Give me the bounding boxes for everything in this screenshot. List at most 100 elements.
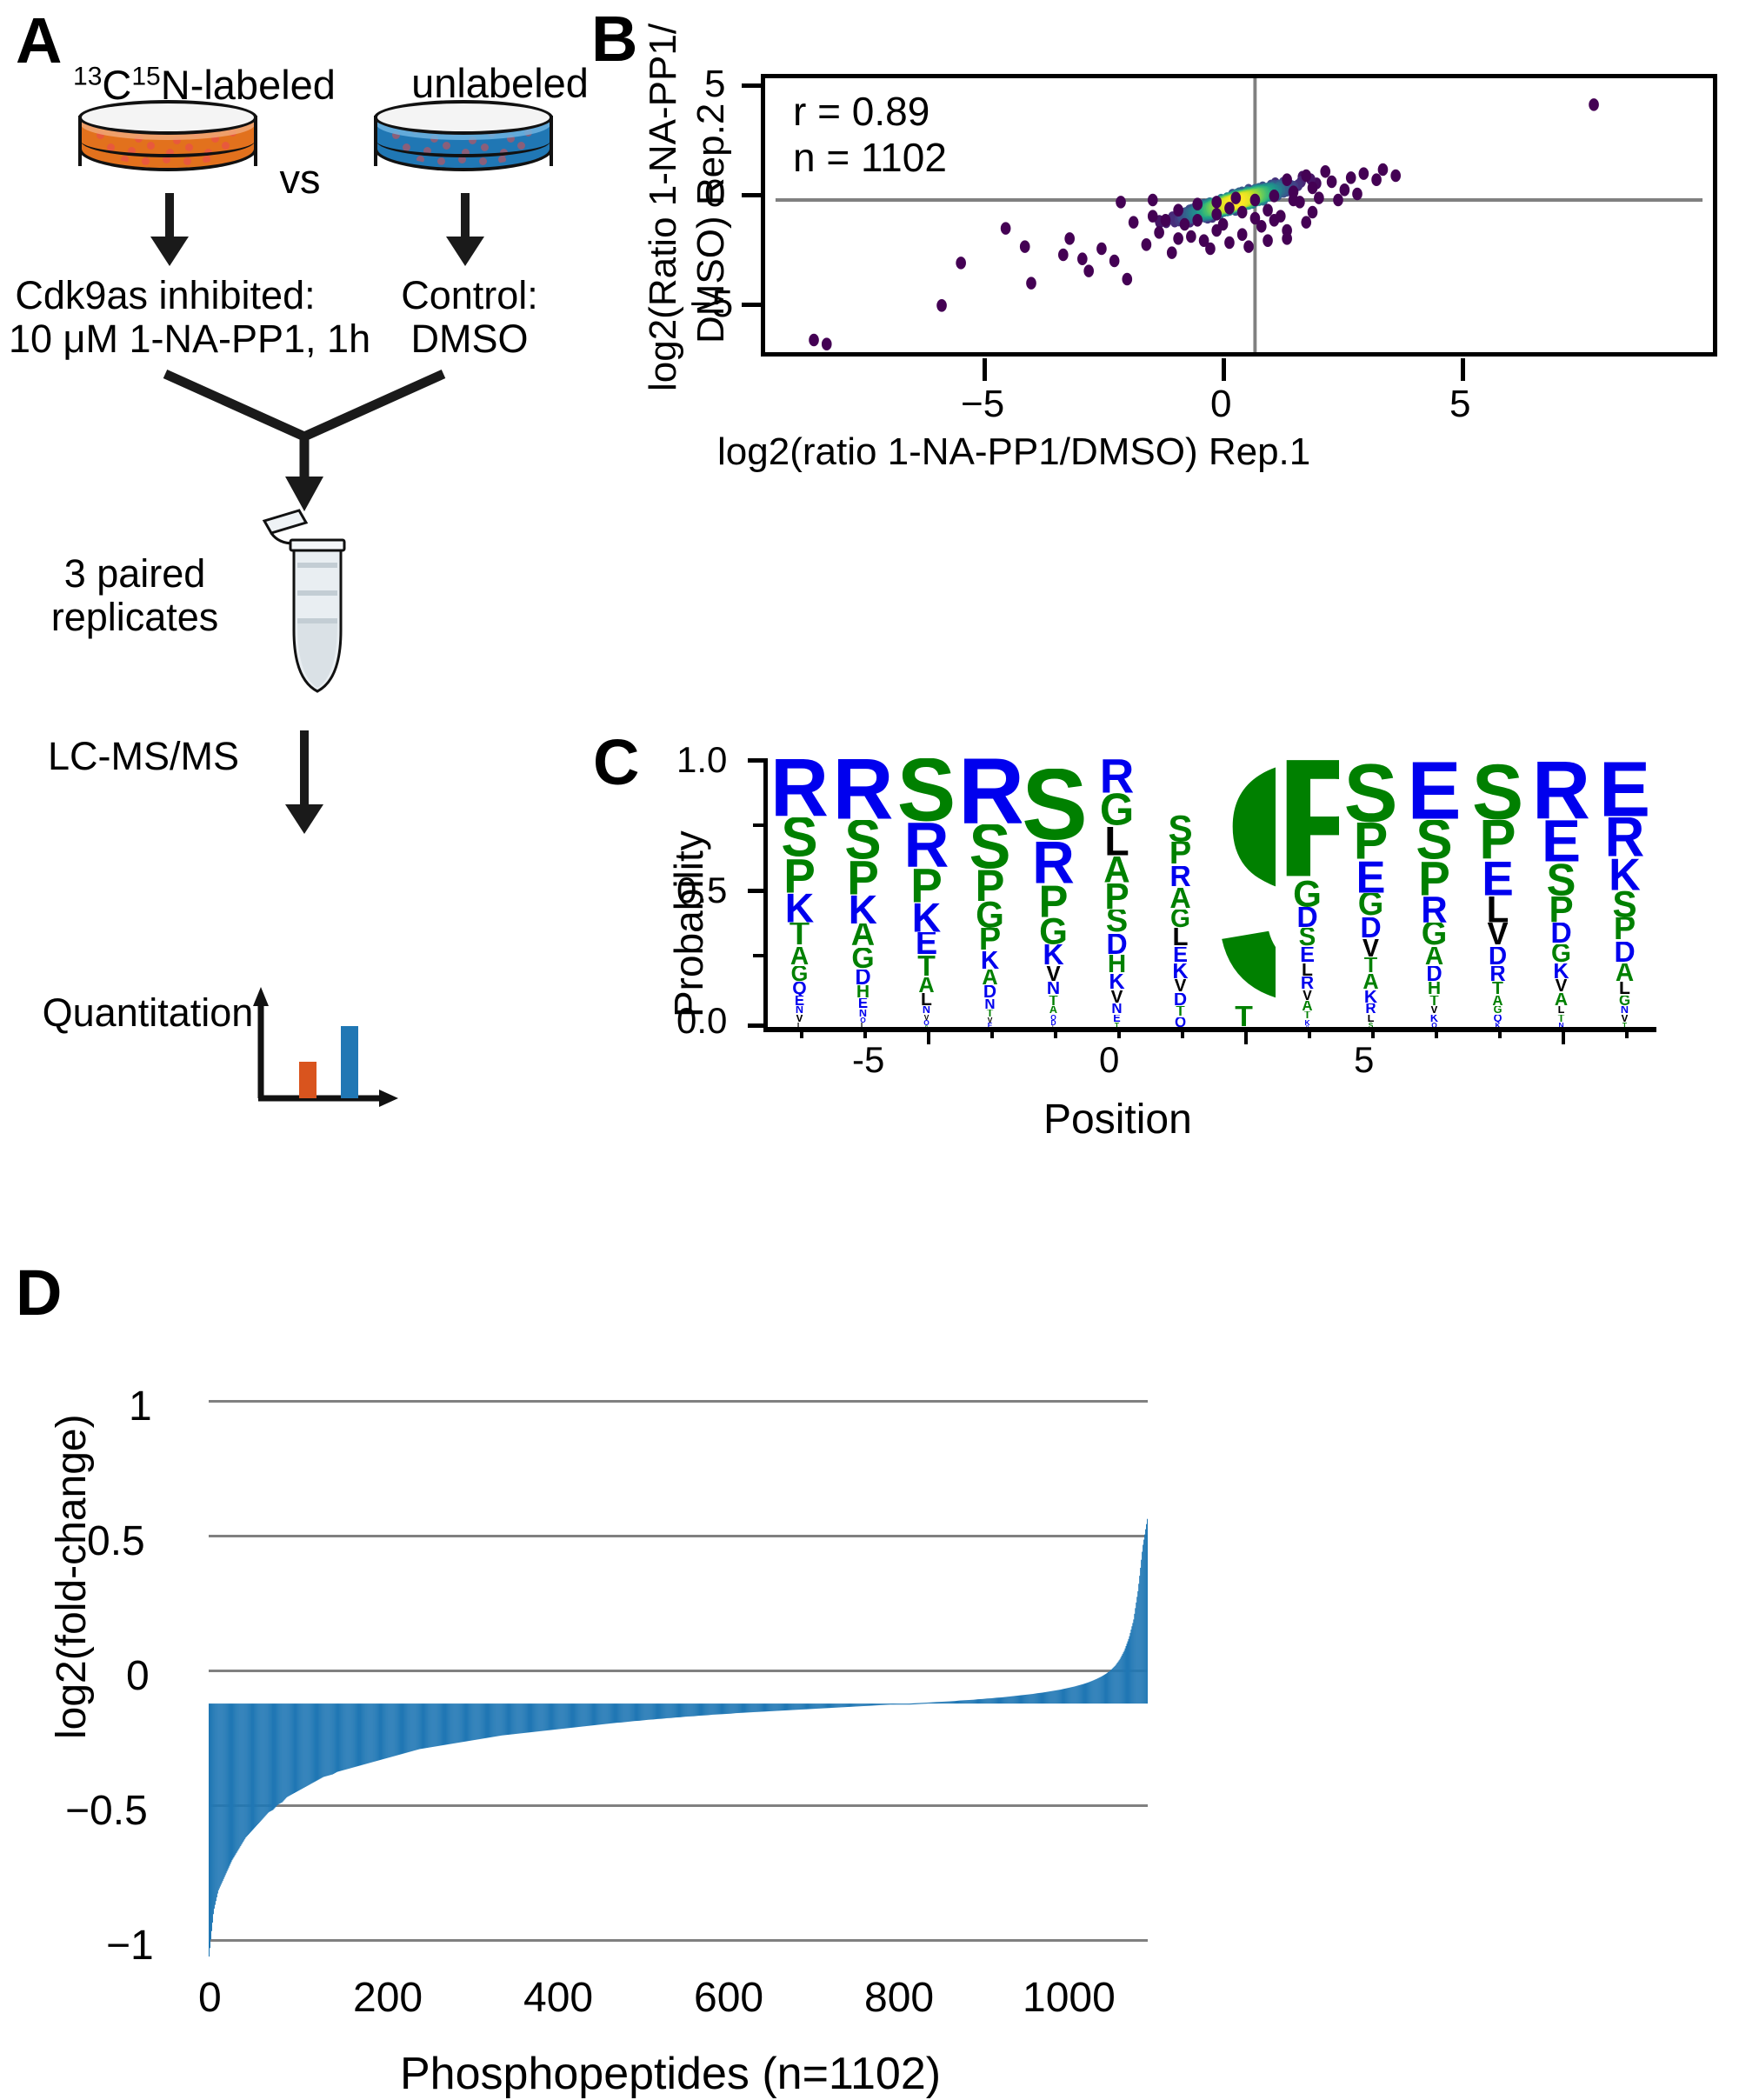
logo-letter: S	[1105, 909, 1129, 934]
replicates-label-line2: replicates	[50, 595, 219, 639]
microcentrifuge-tube-icon	[262, 509, 346, 693]
logo-letter: E	[857, 998, 869, 1010]
merge-y-connector	[163, 369, 446, 511]
logo-letter: R	[958, 758, 1022, 824]
logo-letter: E	[987, 1022, 993, 1028]
logo-letter: L	[1172, 928, 1189, 948]
logo-letter: D	[1173, 992, 1188, 1007]
logo-letter: D	[1426, 965, 1443, 983]
logo-letter: G	[1170, 909, 1190, 929]
logo-stack: SRPGKVNTAQDL	[1022, 758, 1085, 1028]
panel-c-xtick-0: 0	[1099, 1039, 1120, 1080]
logo-letter: S	[896, 758, 956, 823]
panel-d-gridline-05	[209, 1535, 1148, 1537]
logo-letter: G	[1039, 917, 1068, 944]
logo-letter: V	[923, 1014, 929, 1020]
logo-letter: A	[1615, 963, 1635, 983]
logo-letter: L	[860, 1022, 866, 1028]
logo-letter: P	[1276, 758, 1339, 880]
logo-letter: V	[1302, 990, 1313, 1002]
panel-c-ytick-minor-b	[753, 954, 767, 957]
panel-b-xtick-5: 5	[1449, 383, 1471, 425]
logo-stack: ST	[1212, 758, 1276, 1028]
logo-letter: V	[987, 1017, 993, 1023]
logo-letter: T	[1049, 995, 1058, 1007]
logo-letter: L	[1367, 1014, 1375, 1023]
logo-letter: A	[1302, 1001, 1313, 1012]
logo-letter: S	[1612, 890, 1637, 917]
logo-letter: R	[832, 758, 894, 820]
panel-c-ytick-05: 0.5	[676, 870, 728, 910]
treatment-control-line1: Control:	[401, 273, 538, 317]
logo-letter: S	[1368, 1022, 1374, 1028]
panel-b-xlabel: log2(ratio 1-NA-PP1/DMSO) Rep.1	[717, 430, 1311, 473]
panel-b-xtick-mark-0	[1222, 358, 1226, 381]
quantitation-label: Quantitation	[42, 990, 254, 1035]
panel-b-ytick-0: 0	[704, 172, 726, 215]
logo-letter: K	[1609, 857, 1641, 890]
panel-b-plot-area: r = 0.89 n = 1102	[761, 74, 1717, 357]
logo-letter: P	[1613, 917, 1636, 942]
logo-letter: D	[855, 969, 871, 985]
logo-letter: E	[1173, 947, 1188, 963]
logo-letter: P	[910, 867, 943, 903]
logo-letter: K	[1553, 963, 1569, 980]
logo-letter: K	[980, 950, 1000, 970]
logo-letter: R	[1365, 1003, 1376, 1015]
panel-c-ytick-mark-1	[748, 758, 767, 763]
logo-letter: V	[1362, 938, 1380, 958]
logo-stack: PGDSELRVATKQ	[1276, 758, 1339, 1028]
logo-letter: G	[1493, 1006, 1502, 1015]
isotope-c: C	[102, 62, 132, 108]
arrow-down-labeled-shaft	[165, 193, 174, 243]
logo-letter: A	[982, 970, 998, 986]
logo-letter: T	[1363, 957, 1378, 975]
logo-letter: S	[1343, 763, 1398, 823]
culture-dish-labeled	[78, 100, 261, 183]
culture-dish-unlabeled	[374, 100, 556, 183]
logo-letter: V	[1046, 965, 1061, 983]
panel-d-ytick-neg05: −0.5	[65, 1788, 148, 1834]
logo-letter: K	[1304, 1019, 1310, 1025]
logo-letter: T	[1492, 982, 1503, 996]
logo-letter: L	[1486, 896, 1509, 923]
logo-letter: G	[1099, 793, 1135, 826]
panel-b-ytick-5: 5	[704, 63, 726, 105]
logo-letter: D	[1296, 906, 1318, 929]
logo-letter: G	[1421, 923, 1448, 948]
logo-letter: D	[1050, 1019, 1056, 1025]
logo-letter: R	[770, 758, 829, 818]
panel-c-ytick-mark-05	[748, 889, 767, 893]
panel-d-gridline-1	[209, 1400, 1148, 1403]
panel-d-ytick-neg1: −1	[106, 1923, 154, 1969]
logo-letter: Q	[792, 982, 807, 996]
logo-letter: L	[1022, 1025, 1085, 1028]
logo-letter: G	[1551, 943, 1571, 963]
logo-letter: K	[1363, 990, 1378, 1004]
arrow-down-labeled-head	[150, 237, 189, 266]
vs-label: vs	[279, 156, 321, 202]
logo-letter: Q	[1431, 1022, 1437, 1028]
logo-letter: T	[1235, 1006, 1253, 1028]
logo-letter: V	[1486, 923, 1509, 948]
panel-c-xtick-neg5: -5	[852, 1039, 885, 1080]
panel-b-xtick-mark-5	[1461, 358, 1465, 381]
panel-d-ytick-1: 1	[129, 1383, 152, 1430]
arrow-down-to-ms-head	[285, 804, 323, 834]
logo-letter: A	[1554, 992, 1569, 1007]
logo-letter: R	[903, 822, 949, 868]
logo-letter: K	[784, 893, 815, 923]
logo-letter: S	[1471, 763, 1524, 821]
logo-letter: N	[858, 1009, 868, 1017]
logo-letter: E	[1598, 761, 1651, 818]
panel-d-ylabel: log2(fold-change)	[49, 1414, 95, 1739]
panel-b-xtick-mark-neg5	[983, 358, 987, 381]
logo-letter: Q	[1050, 1014, 1056, 1020]
panel-d-xlabel: Phosphopeptides (n=1102)	[400, 2049, 942, 2099]
